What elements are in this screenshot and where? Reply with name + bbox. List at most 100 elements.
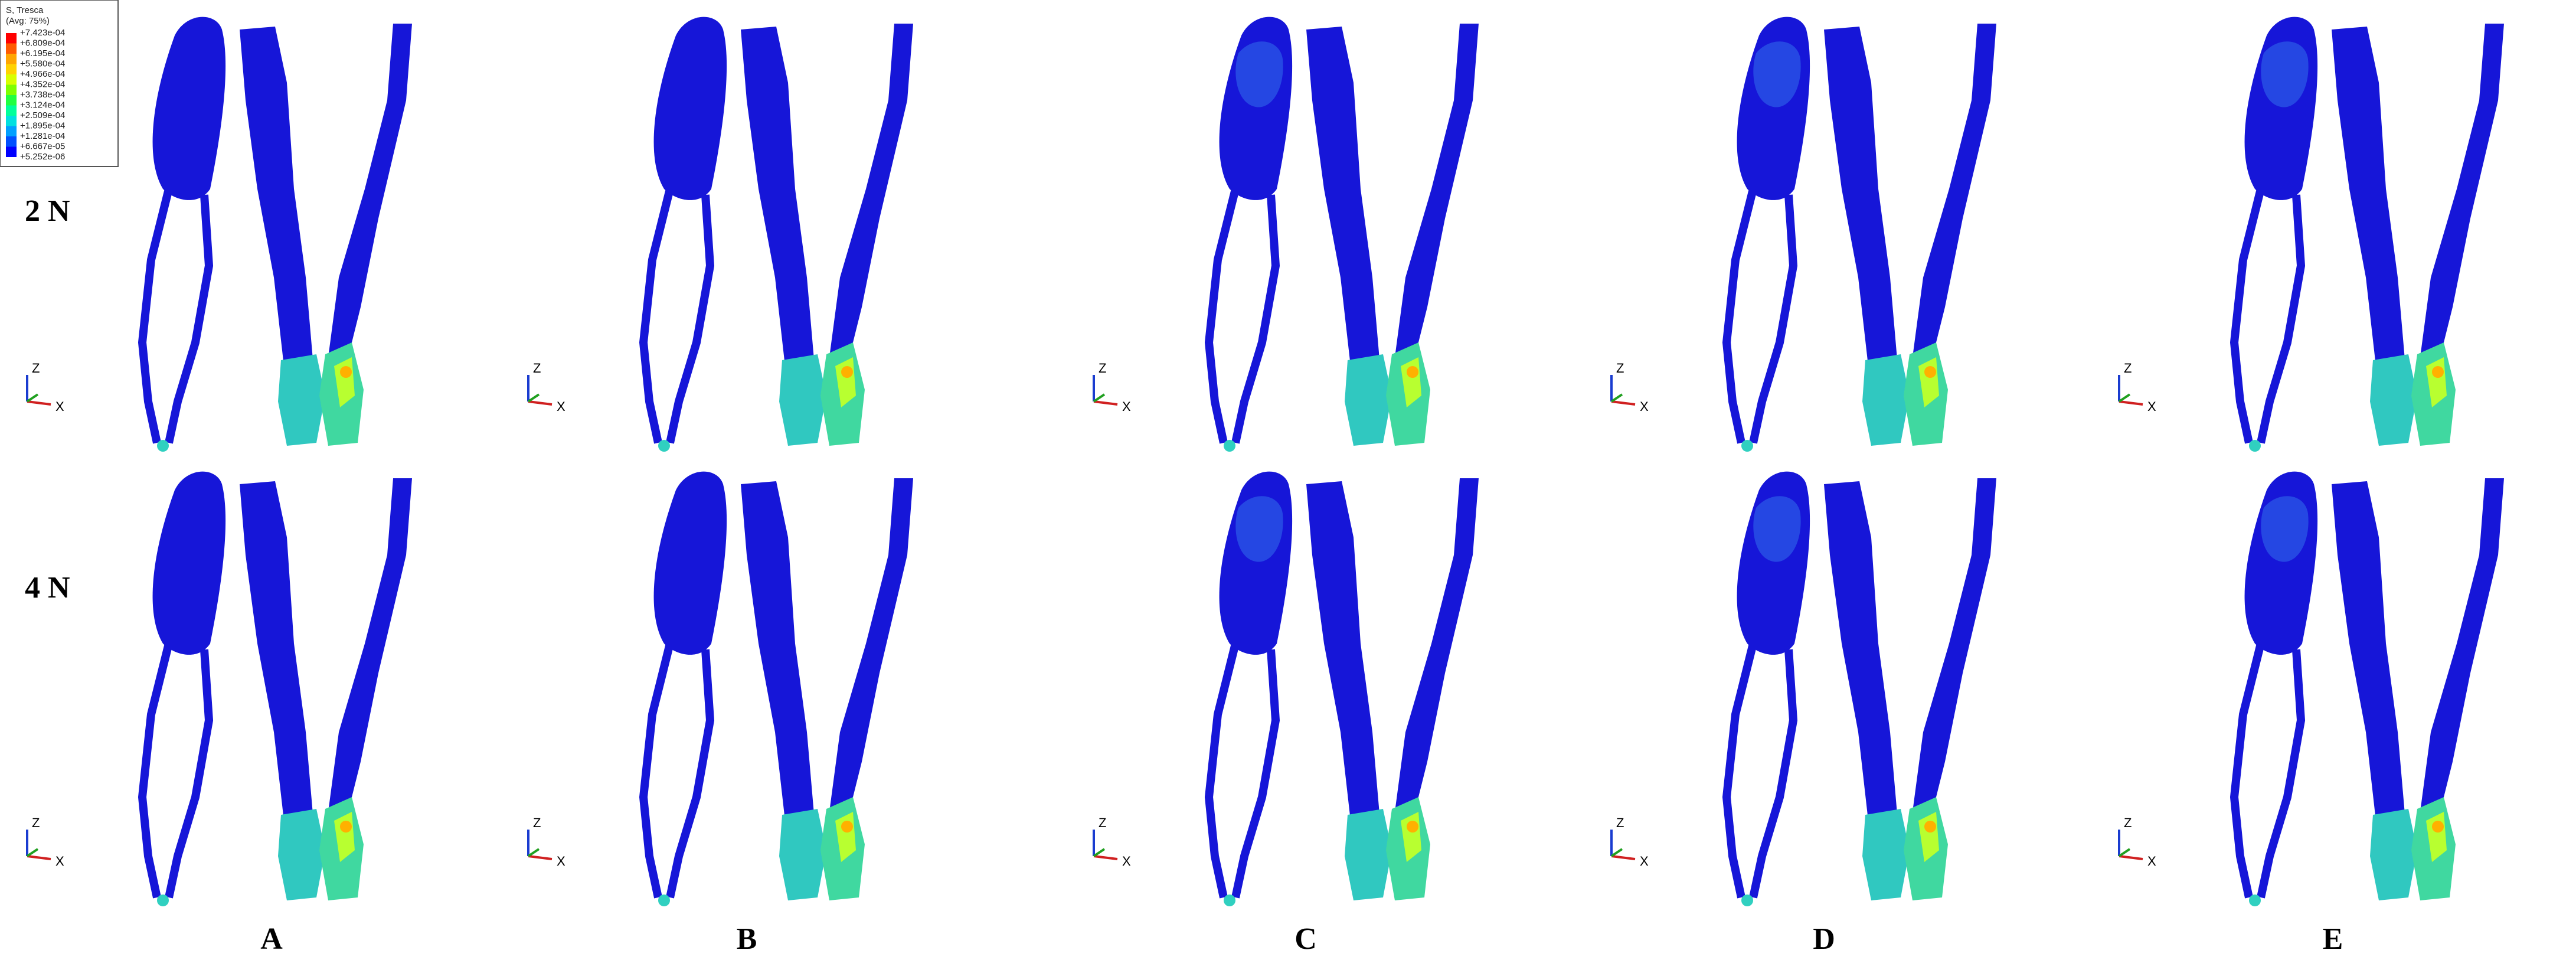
axis-label: Z: [32, 361, 40, 376]
leg-tip: [2249, 440, 2261, 452]
model: [1204, 17, 1479, 452]
leg-tip: [658, 440, 670, 452]
leg-left: [639, 188, 674, 444]
column-label: E: [2323, 922, 2343, 956]
leg-right: [1231, 649, 1280, 899]
base-left: [2370, 809, 2417, 900]
axis-y: [26, 848, 39, 857]
axis-y: [527, 393, 540, 403]
ribbon-right: [1911, 24, 1996, 366]
column-label: B: [737, 922, 757, 956]
axis-y: [1093, 393, 1106, 403]
legend-title: S, Tresca: [6, 5, 44, 15]
axis-y: [26, 393, 39, 403]
ribbon-right: [2419, 478, 2504, 821]
leg-tip: [2249, 895, 2261, 906]
axis-label: X: [557, 854, 565, 869]
column-label: C: [1294, 922, 1317, 956]
axis-y: [1610, 393, 1623, 403]
base-left: [2370, 354, 2417, 446]
axis-triad: ZX: [26, 815, 64, 869]
ribbon-left: [2332, 481, 2405, 821]
model: [1204, 471, 1479, 906]
legend-swatch: [6, 126, 17, 136]
leg-tip: [157, 440, 169, 452]
skull-stress: [1235, 41, 1283, 107]
leg-tip: [1224, 440, 1235, 452]
model: [1722, 471, 1996, 906]
ribbon-right: [1911, 478, 1996, 821]
axis-x: [1611, 855, 1636, 860]
skull-shape: [653, 17, 727, 200]
legend-value: +2.509e-04: [20, 110, 65, 120]
legend-swatch: [6, 33, 17, 44]
skull-stress: [1753, 496, 1801, 562]
legend-value: +3.738e-04: [20, 90, 65, 100]
leg-left: [1204, 642, 1240, 899]
axis-label: Z: [533, 361, 541, 376]
model: [138, 17, 412, 452]
axis-label: Z: [32, 815, 40, 830]
leg-left: [639, 642, 674, 899]
axis-y: [1093, 848, 1106, 857]
axis-x: [1093, 400, 1118, 406]
axis-label: X: [55, 399, 64, 414]
axis-triad: ZX: [26, 361, 64, 414]
leg-left: [138, 642, 173, 899]
axis-x: [2119, 400, 2143, 406]
legend-value: +6.195e-04: [20, 48, 65, 58]
ribbon-left: [2332, 27, 2405, 366]
base-left: [1345, 809, 1392, 900]
axis-x: [27, 855, 51, 860]
legend-value: +3.124e-04: [20, 100, 65, 110]
row-label: 4 N: [25, 571, 70, 605]
ribbon-left: [1824, 481, 1898, 821]
legend-value: +5.252e-06: [20, 152, 65, 162]
leg-left: [2230, 188, 2265, 444]
ribbon-right: [327, 24, 412, 366]
base-left: [278, 354, 325, 446]
skull-shape: [152, 17, 226, 200]
leg-tip: [1224, 895, 1235, 906]
ribbon-right: [828, 478, 913, 821]
legend-box: [0, 0, 119, 167]
ribbon-left: [741, 27, 815, 366]
hotspot-core: [340, 366, 352, 378]
ribbon-left: [1306, 481, 1380, 821]
leg-left: [2230, 642, 2265, 899]
axis-triad: ZX: [2118, 361, 2156, 414]
axis-triad: ZX: [527, 815, 565, 869]
hotspot-core: [340, 821, 352, 833]
legend-swatch: [6, 64, 17, 74]
base-left: [1862, 809, 1910, 900]
ribbon-left: [1824, 27, 1898, 366]
model: [639, 17, 913, 452]
legend-swatch: [6, 105, 17, 116]
axis-triad: ZX: [1610, 361, 1649, 414]
legend-swatch: [6, 136, 17, 147]
leg-right: [1231, 194, 1280, 444]
skull-stress: [2261, 496, 2309, 562]
legend-swatch: [6, 95, 17, 106]
skull-shape: [653, 471, 727, 655]
hotspot-core: [2432, 821, 2444, 833]
column-label: D: [1813, 922, 1835, 956]
legend-value: +5.580e-04: [20, 58, 65, 68]
leg-left: [1204, 188, 1240, 444]
axis-x: [2119, 855, 2143, 860]
hotspot-core: [1924, 366, 1936, 378]
leg-right: [2257, 649, 2306, 899]
ribbon-right: [1394, 24, 1479, 366]
ribbon-right: [327, 478, 412, 821]
axis-x: [1093, 855, 1118, 860]
axis-x: [1611, 400, 1636, 406]
leg-tip: [1741, 440, 1753, 452]
base-left: [779, 809, 826, 900]
leg-left: [138, 188, 173, 444]
ribbon-left: [240, 481, 313, 821]
legend-swatch: [6, 43, 17, 54]
axis-triad: ZX: [2118, 815, 2156, 869]
axis-label: Z: [1099, 815, 1106, 830]
axis-x: [528, 855, 553, 860]
hotspot-core: [841, 366, 853, 378]
